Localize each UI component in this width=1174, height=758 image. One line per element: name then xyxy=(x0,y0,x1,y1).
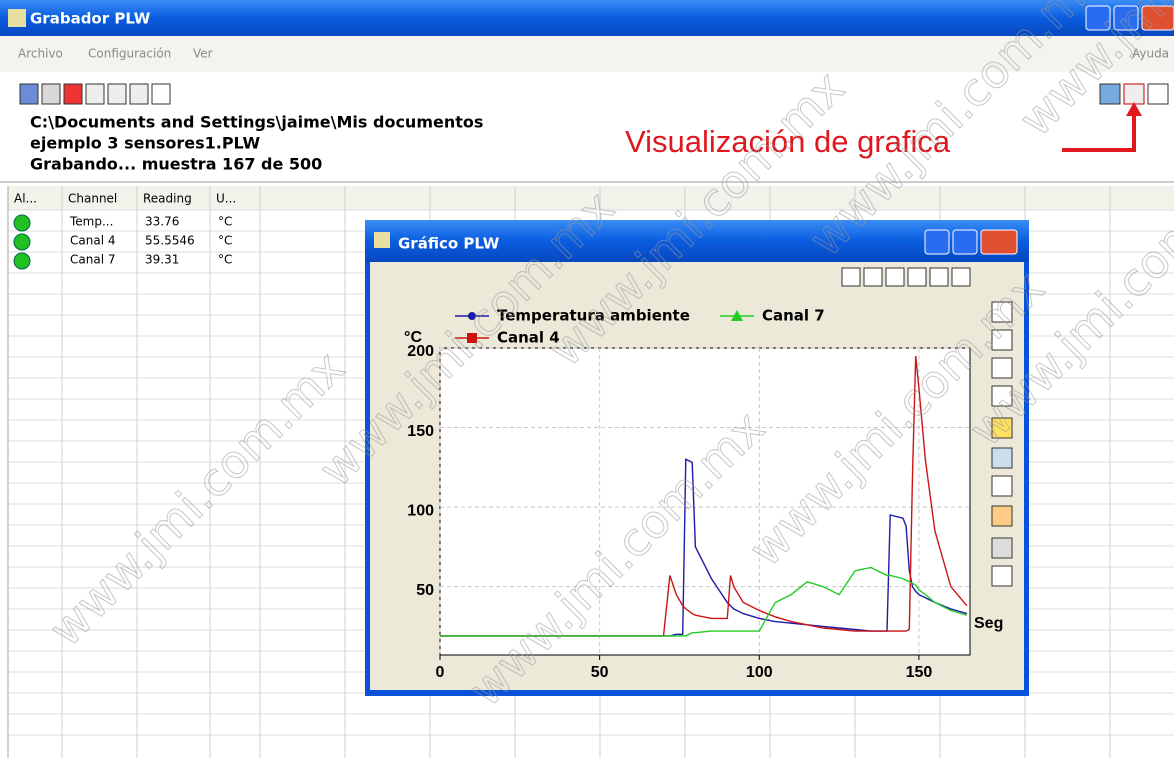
app-icon xyxy=(374,232,390,248)
cell: °C xyxy=(218,215,232,229)
graph-window: Gráfico PLW xyxy=(365,220,1029,696)
side-button[interactable] xyxy=(992,566,1012,586)
cell: °C xyxy=(218,253,232,267)
cell: 39.31 xyxy=(145,253,179,267)
cell: Canal 7 xyxy=(70,253,115,267)
status-icon xyxy=(14,234,30,250)
tool-button[interactable] xyxy=(152,84,170,104)
tool-button[interactable] xyxy=(108,84,126,104)
status-icon xyxy=(14,253,30,269)
tool-button[interactable] xyxy=(130,84,148,104)
table-view-button[interactable] xyxy=(1148,84,1168,104)
side-button[interactable] xyxy=(992,476,1012,496)
nav-button[interactable] xyxy=(886,268,904,286)
side-button[interactable] xyxy=(992,358,1012,378)
menu-bar xyxy=(0,36,1174,72)
side-button[interactable] xyxy=(992,302,1012,322)
window-title: Grabador PLW xyxy=(30,10,151,28)
nav-button[interactable] xyxy=(842,268,860,286)
title-bar xyxy=(0,0,1174,36)
nav-button[interactable] xyxy=(930,268,948,286)
maximize-button[interactable] xyxy=(953,230,977,254)
side-button[interactable] xyxy=(992,330,1012,350)
y-axis-label: °C xyxy=(404,329,422,346)
tool-button[interactable] xyxy=(1100,84,1120,104)
close-button[interactable] xyxy=(1142,6,1174,30)
x-tick-label: 100 xyxy=(746,664,773,681)
legend-label: Canal 4 xyxy=(497,329,560,347)
column-header[interactable]: U... xyxy=(216,192,236,206)
nav-button[interactable] xyxy=(952,268,970,286)
graph-window-title: Gráfico PLW xyxy=(398,235,500,253)
status-icon xyxy=(14,215,30,231)
maximize-button[interactable] xyxy=(1114,6,1138,30)
x-tick-label: 150 xyxy=(906,664,933,681)
tool-button[interactable] xyxy=(42,84,60,104)
cell: 33.76 xyxy=(145,215,179,229)
side-button[interactable] xyxy=(992,506,1012,526)
app-icon xyxy=(8,9,26,27)
x-tick-label: 0 xyxy=(436,664,445,681)
y-tick-label: 100 xyxy=(407,502,434,519)
nav-button[interactable] xyxy=(864,268,882,286)
legend-marker xyxy=(467,333,477,343)
graph-view-button[interactable] xyxy=(1124,84,1144,104)
minimize-button[interactable] xyxy=(1086,6,1110,30)
x-axis-label: Seg xyxy=(974,615,1003,632)
file-path: C:\Documents and Settings\jaime\Mis docu… xyxy=(30,113,483,132)
minimize-button[interactable] xyxy=(925,230,949,254)
close-button[interactable] xyxy=(981,230,1017,254)
column-header[interactable]: Channel xyxy=(68,192,117,206)
side-button[interactable] xyxy=(992,418,1012,438)
screen: Grabador PLW Archivo Configuración Ver Ayud… xyxy=(0,0,1174,758)
cell: °C xyxy=(218,234,232,248)
legend-label: Temperatura ambiente xyxy=(497,307,690,325)
legend-label: Canal 7 xyxy=(762,307,825,325)
menu-item[interactable]: Ver xyxy=(193,47,213,61)
column-header[interactable]: Al... xyxy=(14,192,37,206)
tool-button[interactable] xyxy=(64,84,82,104)
file-name: ejemplo 3 sensores1.PLW xyxy=(30,134,261,153)
y-tick-label: 150 xyxy=(407,423,434,440)
status: Grabando... muestra 167 de 500 xyxy=(30,155,322,174)
cell: 55.5546 xyxy=(145,234,195,248)
tool-button[interactable] xyxy=(86,84,104,104)
plot-area xyxy=(440,348,970,655)
tool-button[interactable] xyxy=(20,84,38,104)
side-button[interactable] xyxy=(992,448,1012,468)
nav-button[interactable] xyxy=(908,268,926,286)
legend-marker xyxy=(468,312,476,320)
menu-item[interactable]: Archivo xyxy=(18,47,63,61)
column-header[interactable]: Reading xyxy=(143,192,192,206)
cell: Canal 4 xyxy=(70,234,115,248)
menu-item[interactable]: Configuración xyxy=(88,47,171,61)
y-tick-label: 50 xyxy=(416,582,434,599)
cell: Temp... xyxy=(69,215,113,229)
side-button[interactable] xyxy=(992,538,1012,558)
side-button[interactable] xyxy=(992,386,1012,406)
menu-item[interactable]: Ayuda xyxy=(1132,47,1169,61)
x-tick-label: 50 xyxy=(591,664,609,681)
annotation: Visualización de grafica xyxy=(625,124,951,159)
